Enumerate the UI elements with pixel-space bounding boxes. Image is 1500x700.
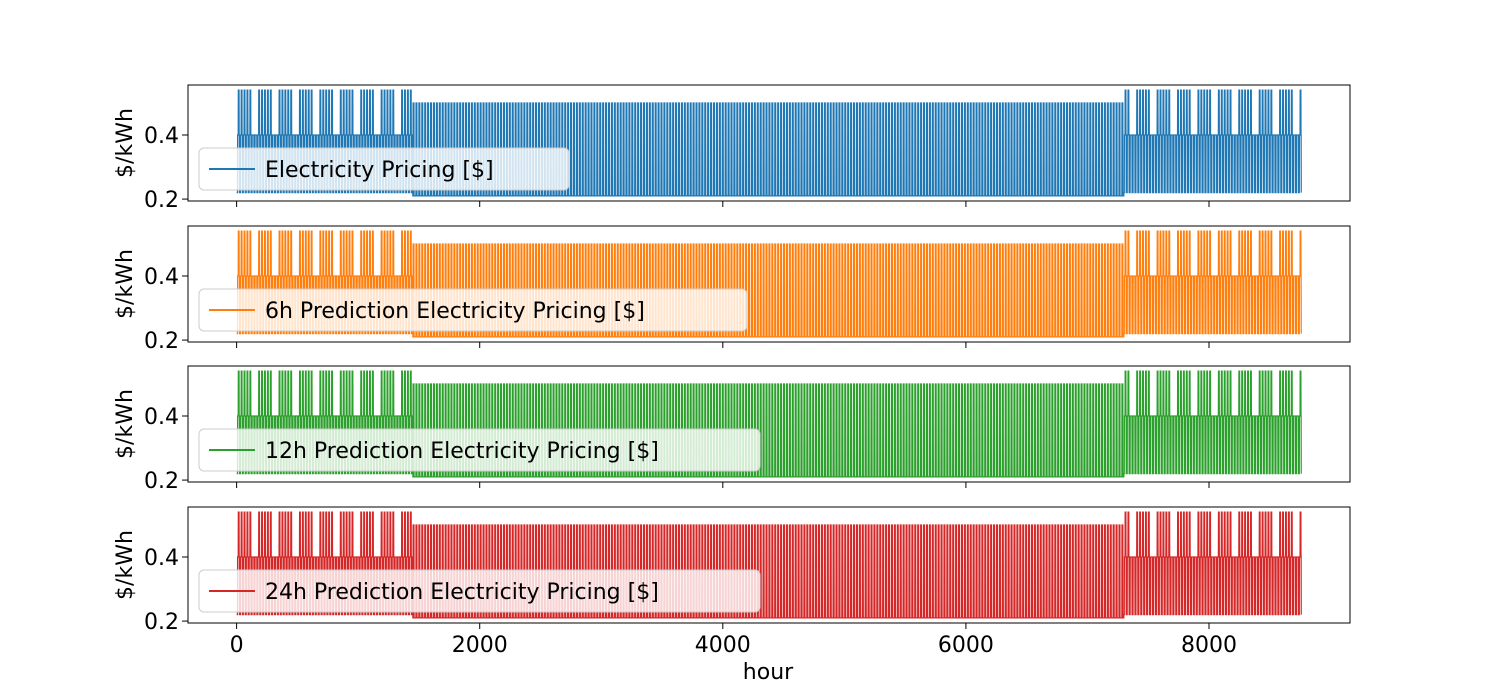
x-tick-label: 6000 [938,633,994,658]
legend-entry: 6h Prediction Electricity Pricing [$] [265,299,645,324]
y-tick-label: 0.2 [144,610,179,635]
y-tick-label: 0.4 [144,405,179,430]
legend-entry: Electricity Pricing [$] [265,158,494,183]
legend-box [198,147,570,191]
x-tick-label: 2000 [452,633,508,658]
x-tick-label: 8000 [1181,633,1237,658]
subplot-1: 0.2 0.4$/kWh Electricity Pricing [$] [113,84,1351,213]
legend-entry: 12h Prediction Electricity Pricing [$] [265,439,659,464]
x-tick-label: 0 [230,633,244,658]
x-axis-label: hour [743,660,794,685]
y-axis-label: $/kWh [113,249,138,319]
y-tick-label: 0.4 [144,265,179,290]
legend-box [198,288,748,332]
y-axis-label: $/kWh [113,389,138,459]
y-tick-label: 0.4 [144,124,179,149]
axes-frame [187,84,1351,202]
x-axis: 0 2000 4000 6000 8000 [230,633,1237,658]
legend: 6h Prediction Electricity Pricing [$] [198,288,748,332]
y-axis-label: $/kWh [113,108,138,178]
axes-frame [187,365,1351,483]
legend: 24h Prediction Electricity Pricing [$] [198,569,761,613]
subplot-4: 0.2 0.4$/kWh 24h Prediction Electricity Pr… [113,506,1351,635]
y-tick-label: 0.2 [144,329,179,354]
subplot-3: 0.2 0.4$/kWh 12h Prediction Electricity Pr… [113,365,1351,494]
legend: Electricity Pricing [$] [198,147,570,191]
y-axis-label: $/kWh [113,530,138,600]
axes-frame [187,225,1351,343]
legend-box [198,428,761,472]
y-tick-label: 0.4 [144,546,179,571]
legend-box [198,569,761,613]
axes-frame [187,506,1351,624]
subplots: 0.20.4$/kWh Electricity Pricing [$]0.20.4… [113,84,1351,635]
subplot-2: 0.2 0.4$/kWh 6h Prediction Electricity Pri… [113,225,1351,354]
legend: 12h Prediction Electricity Pricing [$] [198,428,761,472]
legend-entry: 24h Prediction Electricity Pricing [$] [265,580,659,605]
x-tick-label: 4000 [695,633,751,658]
y-tick-label: 0.2 [144,469,179,494]
y-tick-label: 0.2 [144,188,179,213]
